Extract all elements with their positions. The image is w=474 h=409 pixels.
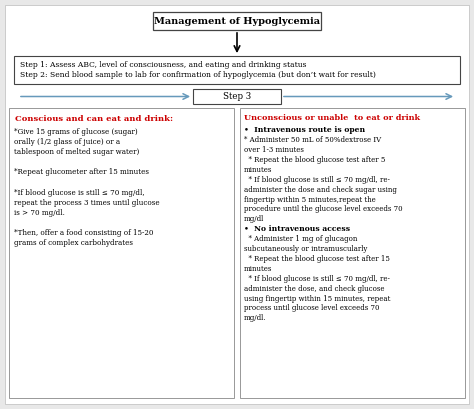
- Bar: [193, 89, 281, 104]
- Text: *Give 15 grams of glucose (sugar)
orally (1/2 glass of juice) or a
tablespoon of: *Give 15 grams of glucose (sugar) orally…: [14, 128, 160, 247]
- Text: Unconscious or unable  to eat or drink: Unconscious or unable to eat or drink: [244, 114, 420, 122]
- Text: •  Intravenous route is open: • Intravenous route is open: [244, 126, 365, 134]
- Text: Step 3: Step 3: [223, 92, 251, 101]
- Text: •  No intravenous access: • No intravenous access: [244, 225, 350, 233]
- Text: Step 1: Assess ABC, level of consciousness, and eating and drinking status: Step 1: Assess ABC, level of consciousne…: [20, 61, 307, 69]
- Bar: [153, 12, 321, 30]
- Text: Conscious and can eat and drink:: Conscious and can eat and drink:: [15, 115, 173, 123]
- Bar: [240, 108, 465, 398]
- Text: Management of Hypoglycemia: Management of Hypoglycemia: [154, 16, 320, 25]
- Text: * Administer 1 mg of glucagon
subcutaneously or intramuscularly
  * Repeat the b: * Administer 1 mg of glucagon subcutaneo…: [244, 235, 391, 322]
- Text: * Administer 50 mL of 50%dextrose IV
over 1-3 minutes
  * Repeat the blood gluco: * Administer 50 mL of 50%dextrose IV ove…: [244, 136, 402, 223]
- Bar: [9, 108, 234, 398]
- Text: Step 2: Send blood sample to lab for confirmation of hypoglycemia (but don’t wai: Step 2: Send blood sample to lab for con…: [20, 71, 376, 79]
- Bar: [14, 56, 460, 84]
